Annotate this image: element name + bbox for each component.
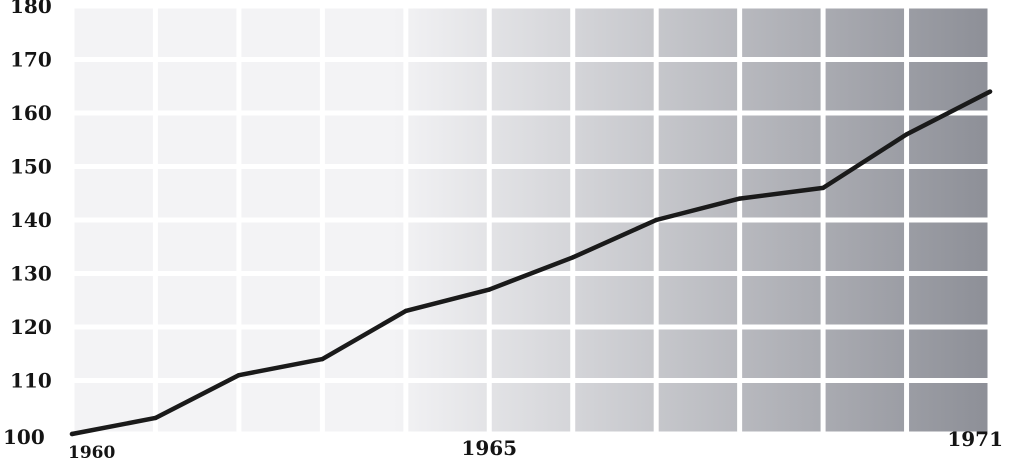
data-point [570,255,575,260]
data-point [737,196,742,201]
series-line [69,89,993,437]
data-point [320,356,325,362]
y-tick-label: 150 [10,155,52,179]
y-tick-label: 130 [10,262,52,286]
data-point [987,89,993,94]
data-point [904,132,909,137]
x-axis-ticks: 1960 1965 1971 [68,427,1003,463]
data-point [69,431,75,437]
y-tick-label: 100 [3,425,45,449]
y-tick-label: 110 [10,369,52,393]
data-point [403,308,409,314]
y-tick-label: 180 [10,0,52,18]
x-tick-label: 1971 [947,427,1003,451]
data-point [153,415,158,421]
data-point [653,217,659,223]
data-point [487,287,492,292]
x-tick-label: 1960 [68,443,115,463]
y-tick-label: 140 [10,208,52,232]
y-tick-label: 160 [10,101,52,125]
grid [69,3,993,437]
data-point [236,372,242,378]
y-axis-ticks: 100 110 120 130 140 150 160 170 180 [3,0,52,449]
y-tick-label: 170 [10,48,52,72]
y-tick-label: 120 [10,315,52,339]
data-point [820,185,826,191]
x-tick-label: 1965 [461,436,517,460]
series-layer [69,89,993,437]
